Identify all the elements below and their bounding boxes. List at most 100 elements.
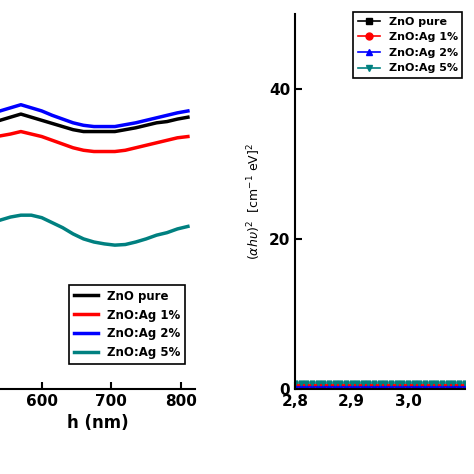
ZnO:Ag 1% xyxy=(405,382,411,388)
ZnO:Ag 1% xyxy=(112,149,118,155)
ZnO:Ag 2% xyxy=(337,384,343,390)
ZnO:Ag 2% xyxy=(154,115,159,121)
ZnO:Ag 1% xyxy=(365,382,371,388)
ZnO:Ag 5% xyxy=(60,225,65,230)
ZnO pure xyxy=(377,383,383,389)
ZnO:Ag 5% xyxy=(292,380,298,385)
ZnO:Ag 2% xyxy=(185,108,191,114)
ZnO:Ag 1% xyxy=(417,382,422,388)
ZnO:Ag 5% xyxy=(360,380,365,385)
ZnO:Ag 1% xyxy=(467,382,473,388)
ZnO:Ag 1% xyxy=(383,382,388,388)
ZnO:Ag 2% xyxy=(70,120,76,126)
ZnO:Ag 1% xyxy=(349,382,355,388)
ZnO:Ag 2% xyxy=(164,112,170,118)
ZnO:Ag 2% xyxy=(332,384,337,390)
ZnO pure xyxy=(445,383,450,389)
Line: ZnO pure: ZnO pure xyxy=(292,384,473,389)
ZnO pure xyxy=(405,383,411,389)
ZnO pure xyxy=(185,114,191,120)
ZnO:Ag 1% xyxy=(332,382,337,388)
ZnO pure xyxy=(394,383,400,389)
ZnO:Ag 1% xyxy=(315,382,320,388)
ZnO pure xyxy=(91,129,97,135)
ZnO:Ag 5% xyxy=(450,380,456,385)
ZnO:Ag 2% xyxy=(467,384,473,390)
ZnO pure xyxy=(355,383,360,389)
ZnO pure xyxy=(337,383,343,389)
ZnO:Ag 5% xyxy=(462,380,467,385)
ZnO:Ag 1% xyxy=(462,382,467,388)
ZnO:Ag 2% xyxy=(456,384,462,390)
ZnO:Ag 5% xyxy=(185,224,191,229)
Line: ZnO:Ag 2%: ZnO:Ag 2% xyxy=(292,385,473,390)
ZnO pure xyxy=(417,383,422,389)
ZnO:Ag 2% xyxy=(18,102,24,108)
ZnO:Ag 5% xyxy=(417,380,422,385)
ZnO pure xyxy=(298,383,303,389)
ZnO:Ag 1% xyxy=(394,382,400,388)
ZnO:Ag 5% xyxy=(332,380,337,385)
ZnO:Ag 2% xyxy=(422,384,428,390)
ZnO:Ag 1% xyxy=(101,149,107,155)
ZnO:Ag 5% xyxy=(18,212,24,218)
ZnO pure xyxy=(450,383,456,389)
ZnO:Ag 5% xyxy=(309,380,315,385)
ZnO pure xyxy=(39,118,45,123)
ZnO:Ag 2% xyxy=(60,116,65,122)
ZnO:Ag 5% xyxy=(174,226,180,232)
ZnO:Ag 1% xyxy=(343,382,349,388)
ZnO:Ag 2% xyxy=(343,384,349,390)
ZnO:Ag 2% xyxy=(28,105,34,111)
ZnO:Ag 2% xyxy=(445,384,450,390)
ZnO:Ag 1% xyxy=(355,382,360,388)
ZnO:Ag 2% xyxy=(433,384,439,390)
ZnO:Ag 1% xyxy=(337,382,343,388)
ZnO:Ag 2% xyxy=(81,122,86,128)
ZnO:Ag 1% xyxy=(377,382,383,388)
ZnO pure xyxy=(70,127,76,133)
ZnO pure xyxy=(309,383,315,389)
ZnO:Ag 5% xyxy=(143,236,149,242)
ZnO pure xyxy=(388,383,394,389)
ZnO:Ag 2% xyxy=(292,384,298,390)
ZnO:Ag 2% xyxy=(360,384,365,390)
ZnO:Ag 5% xyxy=(355,380,360,385)
ZnO pure xyxy=(411,383,417,389)
ZnO pure xyxy=(303,383,309,389)
ZnO:Ag 5% xyxy=(112,242,118,248)
ZnO:Ag 1% xyxy=(422,382,428,388)
Line: ZnO pure: ZnO pure xyxy=(0,114,188,132)
ZnO pure xyxy=(467,383,473,389)
ZnO:Ag 2% xyxy=(0,108,3,114)
ZnO:Ag 1% xyxy=(70,145,76,151)
Line: ZnO:Ag 1%: ZnO:Ag 1% xyxy=(292,383,473,387)
ZnO:Ag 5% xyxy=(91,239,97,245)
ZnO:Ag 5% xyxy=(371,380,377,385)
ZnO:Ag 5% xyxy=(8,214,13,220)
ZnO:Ag 5% xyxy=(326,380,332,385)
ZnO pure xyxy=(164,118,170,124)
ZnO:Ag 2% xyxy=(122,122,128,128)
ZnO pure xyxy=(400,383,405,389)
ZnO:Ag 1% xyxy=(91,149,97,155)
ZnO:Ag 1% xyxy=(8,131,13,137)
Y-axis label: $(\alpha h\upsilon)^2$  $[\mathrm{cm}^{-1}\ \mathrm{eV}]^2$: $(\alpha h\upsilon)^2$ $[\mathrm{cm}^{-1… xyxy=(246,143,263,260)
X-axis label: h (nm): h (nm) xyxy=(67,414,128,432)
ZnO pure xyxy=(349,383,355,389)
Legend: ZnO pure, ZnO:Ag 1%, ZnO:Ag 2%, ZnO:Ag 5%: ZnO pure, ZnO:Ag 1%, ZnO:Ag 2%, ZnO:Ag 5… xyxy=(69,285,185,364)
ZnO:Ag 5% xyxy=(298,380,303,385)
ZnO:Ag 5% xyxy=(320,380,326,385)
ZnO:Ag 5% xyxy=(383,380,388,385)
ZnO:Ag 1% xyxy=(0,133,3,139)
ZnO:Ag 2% xyxy=(303,384,309,390)
ZnO:Ag 2% xyxy=(439,384,445,390)
ZnO:Ag 2% xyxy=(428,384,433,390)
ZnO:Ag 5% xyxy=(422,380,428,385)
ZnO:Ag 2% xyxy=(394,384,400,390)
ZnO:Ag 5% xyxy=(349,380,355,385)
ZnO:Ag 1% xyxy=(164,137,170,143)
ZnO:Ag 1% xyxy=(60,141,65,147)
ZnO:Ag 5% xyxy=(154,232,159,238)
ZnO:Ag 5% xyxy=(400,380,405,385)
